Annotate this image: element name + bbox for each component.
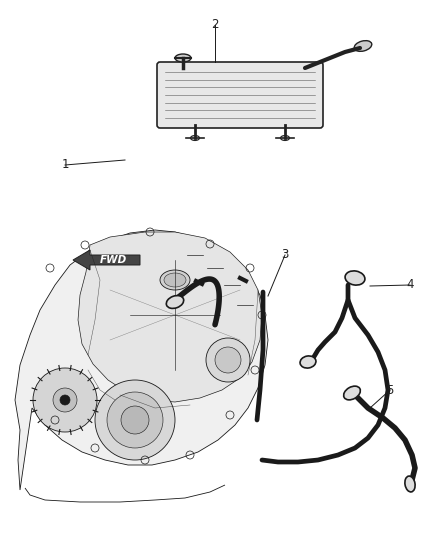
Ellipse shape xyxy=(164,273,186,287)
Circle shape xyxy=(215,347,241,373)
Text: FWD: FWD xyxy=(99,255,127,265)
Text: 4: 4 xyxy=(406,279,414,292)
FancyBboxPatch shape xyxy=(157,62,323,128)
Ellipse shape xyxy=(175,54,191,62)
Text: 1: 1 xyxy=(61,158,69,172)
Circle shape xyxy=(206,338,250,382)
Circle shape xyxy=(33,368,97,432)
Circle shape xyxy=(107,392,163,448)
Ellipse shape xyxy=(160,270,190,290)
Circle shape xyxy=(121,406,149,434)
Text: 5: 5 xyxy=(386,384,394,397)
Ellipse shape xyxy=(344,386,360,400)
Text: 3: 3 xyxy=(281,248,289,262)
Ellipse shape xyxy=(191,135,199,141)
Polygon shape xyxy=(78,232,262,402)
Ellipse shape xyxy=(345,271,365,285)
Circle shape xyxy=(60,395,70,405)
Ellipse shape xyxy=(354,41,372,51)
Ellipse shape xyxy=(405,476,415,492)
Circle shape xyxy=(53,388,77,412)
Text: 2: 2 xyxy=(211,19,219,31)
Circle shape xyxy=(95,380,175,460)
Polygon shape xyxy=(73,250,140,270)
Polygon shape xyxy=(15,230,268,490)
Ellipse shape xyxy=(166,296,184,309)
Ellipse shape xyxy=(280,135,290,141)
Ellipse shape xyxy=(300,356,316,368)
